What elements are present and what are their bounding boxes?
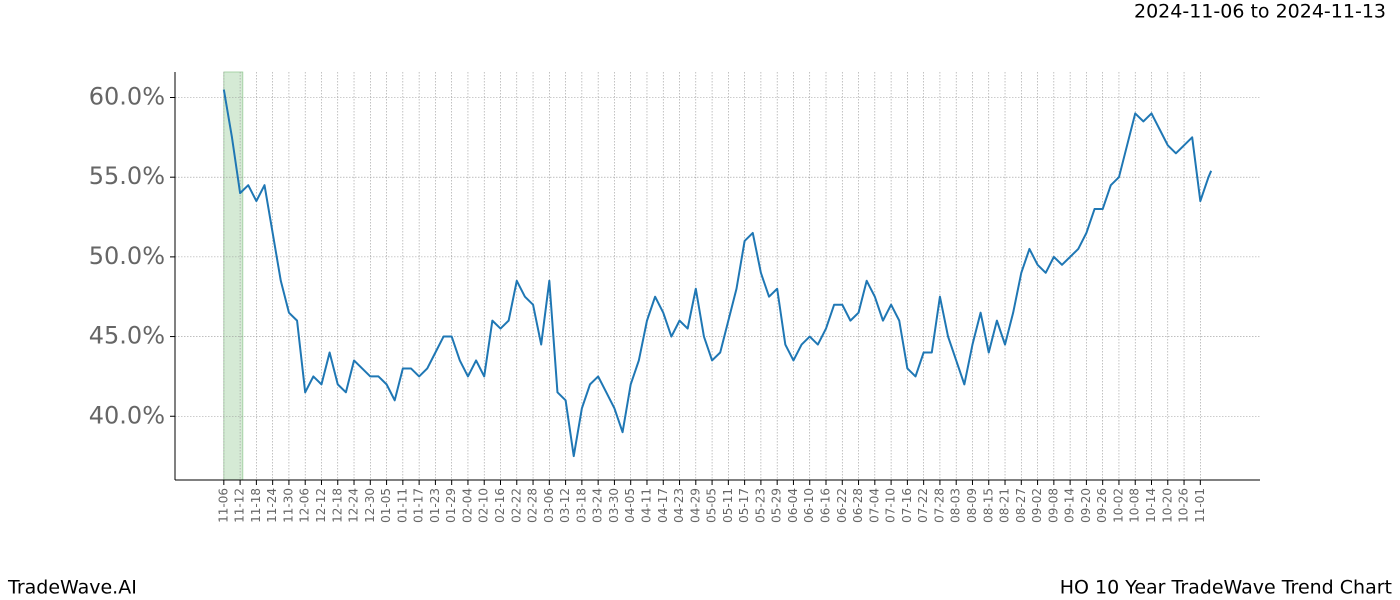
x-tick-label: 12-30 bbox=[363, 488, 377, 523]
x-tick-label: 11-01 bbox=[1193, 488, 1207, 523]
x-tick-label: 01-29 bbox=[444, 488, 458, 523]
x-tick-label: 01-17 bbox=[412, 488, 426, 523]
x-tick-label: 11-12 bbox=[233, 488, 247, 523]
x-tick-label: 07-10 bbox=[884, 488, 898, 523]
x-tick-label: 06-16 bbox=[819, 488, 833, 523]
x-tick-label: 12-12 bbox=[314, 488, 328, 523]
x-tick-label: 09-20 bbox=[1079, 488, 1093, 523]
x-tick-label: 08-21 bbox=[998, 488, 1012, 523]
x-tick-label: 09-26 bbox=[1095, 488, 1109, 523]
y-tick-label: 45.0% bbox=[89, 322, 165, 350]
x-tick-label: 11-18 bbox=[249, 488, 263, 523]
x-tick-label: 01-05 bbox=[379, 488, 393, 523]
x-tick-label: 10-08 bbox=[1128, 488, 1142, 523]
x-tick-label: 02-28 bbox=[526, 488, 540, 523]
x-tick-label: 05-23 bbox=[753, 488, 767, 523]
y-tick-label: 60.0% bbox=[89, 83, 165, 111]
x-tick-label: 01-23 bbox=[428, 488, 442, 523]
x-tick-label: 08-03 bbox=[949, 488, 963, 523]
x-tick-label: 08-15 bbox=[981, 488, 995, 523]
x-tick-label: 06-28 bbox=[851, 488, 865, 523]
x-tick-label: 02-10 bbox=[477, 488, 491, 523]
x-tick-label: 05-05 bbox=[705, 488, 719, 523]
x-tick-label: 09-02 bbox=[1030, 488, 1044, 523]
x-tick-label: 04-23 bbox=[672, 488, 686, 523]
x-tick-label: 10-20 bbox=[1160, 488, 1174, 523]
date-range: 2024-11-06 to 2024-11-13 bbox=[1134, 1, 1386, 23]
x-tick-label: 02-16 bbox=[493, 488, 507, 523]
x-tick-label: 03-06 bbox=[542, 488, 556, 523]
x-tick-label: 12-18 bbox=[330, 488, 344, 523]
x-tick-label: 12-24 bbox=[347, 488, 361, 523]
y-tick-label: 40.0% bbox=[89, 401, 165, 429]
x-tick-label: 04-29 bbox=[688, 488, 702, 523]
x-tick-label: 11-30 bbox=[281, 488, 295, 523]
y-tick-label: 50.0% bbox=[89, 242, 165, 270]
x-tick-label: 10-14 bbox=[1144, 488, 1158, 523]
x-tick-label: 08-27 bbox=[1014, 488, 1028, 523]
x-tick-label: 06-22 bbox=[835, 488, 849, 523]
x-tick-label: 10-26 bbox=[1177, 488, 1191, 523]
x-tick-label: 07-22 bbox=[916, 488, 930, 523]
x-tick-label: 03-30 bbox=[607, 488, 621, 523]
x-tick-label: 05-29 bbox=[770, 488, 784, 523]
y-tick-label: 55.0% bbox=[89, 162, 165, 190]
x-tick-label: 01-11 bbox=[395, 488, 409, 523]
x-tick-label: 05-11 bbox=[721, 488, 735, 523]
x-tick-label: 06-04 bbox=[786, 488, 800, 523]
x-tick-label: 03-24 bbox=[591, 488, 605, 523]
x-tick-label: 11-24 bbox=[265, 488, 279, 523]
trend-line bbox=[222, 89, 1213, 458]
x-tick-label: 09-14 bbox=[1063, 488, 1077, 523]
brand: TradeWave.AI bbox=[7, 577, 137, 599]
chart-name: HO 10 Year TradeWave Trend Chart bbox=[1060, 577, 1392, 599]
x-tick-label: 07-16 bbox=[900, 488, 914, 523]
x-tick-label: 10-02 bbox=[1111, 488, 1125, 523]
x-tick-label: 12-06 bbox=[298, 488, 312, 523]
x-tick-label: 04-05 bbox=[623, 488, 637, 523]
x-tick-label: 03-12 bbox=[558, 488, 572, 523]
x-tick-label: 06-10 bbox=[802, 488, 816, 523]
x-tick-label: 08-09 bbox=[965, 488, 979, 523]
x-tick-label: 02-04 bbox=[460, 488, 474, 523]
x-tick-label: 07-28 bbox=[932, 488, 946, 523]
x-tick-label: 05-17 bbox=[737, 488, 751, 523]
x-tick-label: 03-18 bbox=[574, 488, 588, 523]
x-tick-label: 07-04 bbox=[867, 488, 881, 523]
x-tick-label: 09-08 bbox=[1046, 488, 1060, 523]
x-tick-label: 04-11 bbox=[639, 488, 653, 523]
x-tick-label: 02-22 bbox=[509, 488, 523, 523]
x-tick-label: 04-17 bbox=[656, 488, 670, 523]
x-tick-label: 11-06 bbox=[216, 488, 230, 523]
